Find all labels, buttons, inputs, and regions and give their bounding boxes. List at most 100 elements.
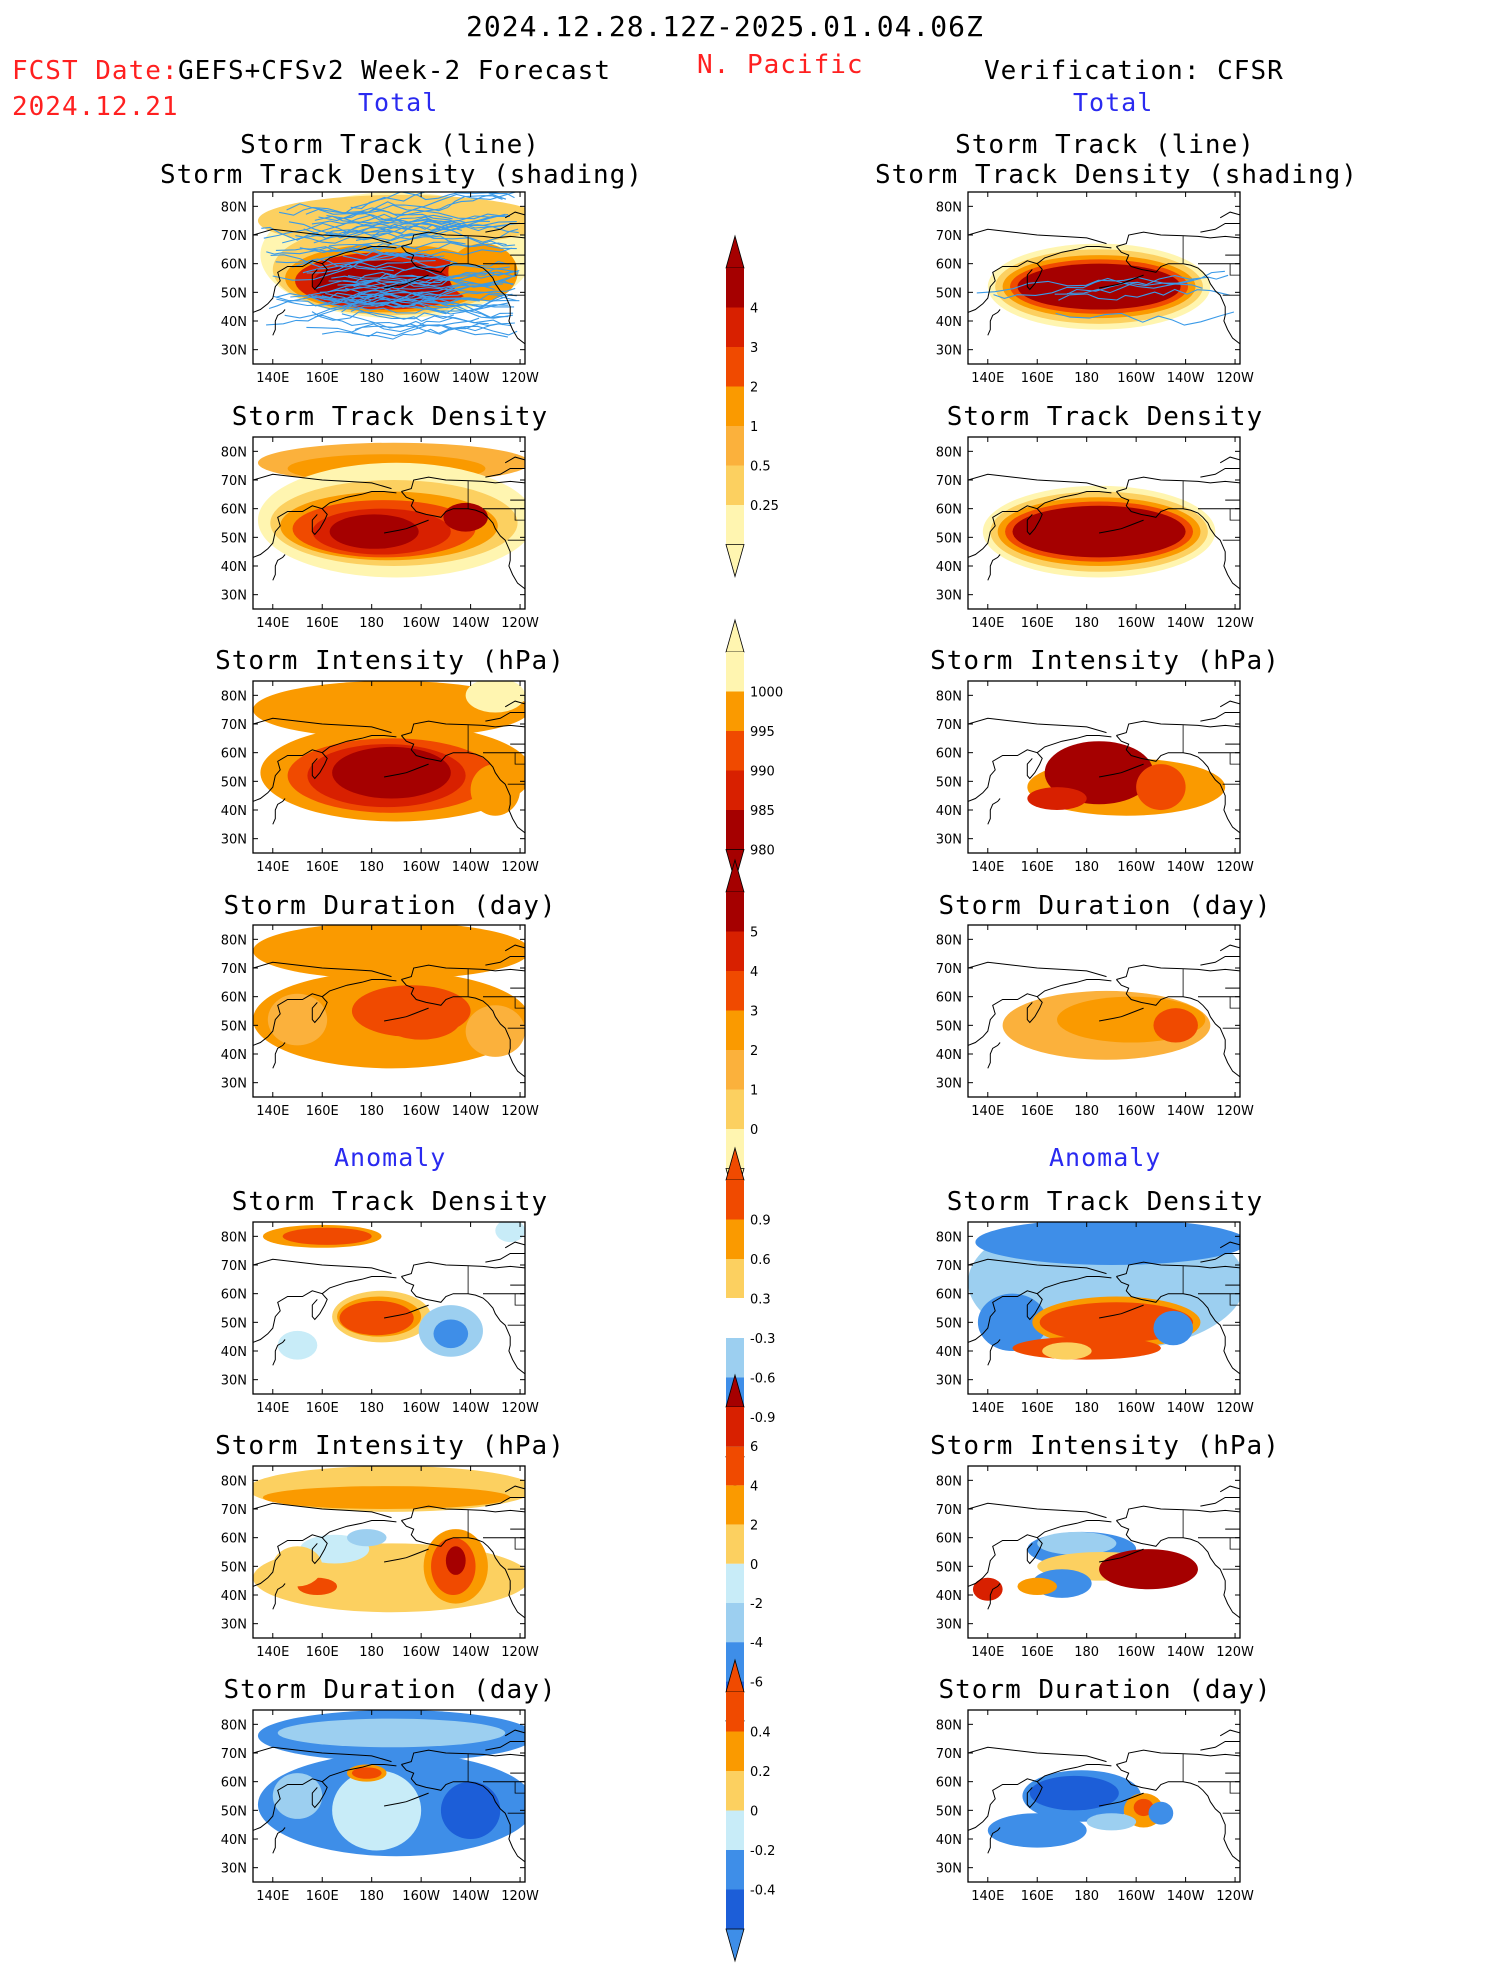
colorbar-top-arrow xyxy=(725,1658,745,1693)
colorbar-swatch xyxy=(726,1524,744,1564)
shading-region xyxy=(495,1222,525,1243)
lon-tick-label: 140W xyxy=(1167,1401,1205,1416)
lat-tick-label: 50N xyxy=(221,1804,247,1819)
lat-tick-label: 50N xyxy=(936,1019,962,1034)
shading-region xyxy=(977,1293,1048,1351)
lon-tick-label: 160E xyxy=(1021,860,1054,875)
map-svg: 80N 70N 60N 50N 40N 30N 140E 160E 180 160W 140W 120… xyxy=(936,191,1254,386)
coastline xyxy=(401,1764,525,1863)
lon-tick-label: 140E xyxy=(256,1104,289,1119)
lon-tick-label: 160E xyxy=(306,1645,339,1660)
storm-track-line xyxy=(263,214,453,239)
coastline xyxy=(384,763,429,778)
lat-tick-label: 40N xyxy=(221,804,247,819)
lat-tick-label: 70N xyxy=(221,1747,247,1762)
lat-tick-label: 70N xyxy=(221,1503,247,1518)
coastline xyxy=(968,1778,1043,1831)
shading-region xyxy=(1099,1549,1198,1590)
coastline xyxy=(1200,468,1240,478)
right-duration-title: Storm Duration (day) xyxy=(938,891,1272,921)
left-anomaly-heading: Anomaly xyxy=(334,1143,447,1172)
coastline xyxy=(401,231,525,247)
coastline xyxy=(1099,763,1144,778)
coastline xyxy=(1116,246,1240,345)
lon-tick-label: 140W xyxy=(1167,371,1205,386)
coastline xyxy=(401,979,525,1078)
colorbar-swatch xyxy=(726,691,744,731)
coastline xyxy=(1200,1741,1240,1751)
coastline xyxy=(253,1746,392,1763)
storm-track-line xyxy=(319,267,516,293)
coastline xyxy=(987,1583,1001,1610)
storm-track-line xyxy=(1058,288,1230,301)
lon-tick-label: 140E xyxy=(971,616,1004,631)
storm-track-line xyxy=(350,192,515,210)
colorbar-label: -0.6 xyxy=(750,1372,775,1387)
coastline xyxy=(1116,979,1240,1078)
right-track-title-line1: Storm Track (line) xyxy=(955,130,1255,160)
coastline xyxy=(1099,519,1144,534)
colorbar-swatch xyxy=(726,1446,744,1486)
left-duration-title: Storm Duration (day) xyxy=(223,891,557,921)
lat-tick-label: 30N xyxy=(936,833,962,848)
coastline xyxy=(384,1007,429,1022)
lon-tick-label: 140E xyxy=(256,1645,289,1660)
colorbar-swatch xyxy=(726,426,744,466)
storm-track-line xyxy=(326,266,510,293)
coastline xyxy=(1219,700,1240,708)
map-frame xyxy=(967,191,1241,365)
coastline xyxy=(968,505,1043,558)
colorbar-swatch xyxy=(726,268,744,308)
lon-tick-label: 140E xyxy=(971,1401,1004,1416)
coastline xyxy=(968,228,1107,245)
colorbar-label: 995 xyxy=(750,725,775,740)
shading-region xyxy=(277,1718,506,1748)
storm-track-line xyxy=(310,289,517,301)
lat-tick-label: 60N xyxy=(221,747,247,762)
coastline xyxy=(1036,246,1112,265)
page-title: 2024.12.28.12Z-2025.01.04.06Z xyxy=(466,10,984,43)
storm-track-line xyxy=(351,322,489,340)
storm-track-line xyxy=(309,240,516,257)
colorbar-swatch xyxy=(726,892,744,932)
coastline xyxy=(321,1764,397,1783)
shading-region xyxy=(445,1546,466,1575)
lon-tick-label: 160E xyxy=(306,1401,339,1416)
colorbar-label: 0.3 xyxy=(750,1293,771,1308)
coastline xyxy=(485,1497,525,1507)
lon-tick-label: 120W xyxy=(501,1401,539,1416)
shading-region xyxy=(351,1767,382,1779)
right-total-heading: Total xyxy=(1073,88,1154,117)
border-line xyxy=(514,1293,525,1306)
lon-tick-label: 140W xyxy=(452,371,490,386)
coastline xyxy=(1116,720,1240,736)
map-frame xyxy=(252,191,526,365)
lon-tick-label: 140W xyxy=(1167,1645,1205,1660)
colorbar-swatch xyxy=(726,931,744,971)
storm-track-line xyxy=(282,228,519,244)
coastline xyxy=(401,720,525,736)
lon-tick-label: 160W xyxy=(402,860,440,875)
storm-track-line xyxy=(1055,311,1235,326)
lat-tick-label: 80N xyxy=(221,1718,247,1733)
coastline xyxy=(253,717,392,734)
colorbar-swatch xyxy=(726,1563,744,1603)
storm-track-line xyxy=(351,269,520,299)
lon-tick-label: 140W xyxy=(452,1645,490,1660)
colorbar-swatch xyxy=(726,1771,744,1811)
storm-track-line xyxy=(328,235,466,251)
coastline xyxy=(968,1534,1043,1587)
colorbar-label: 1000 xyxy=(750,686,783,701)
map-svg: 80N 70N 60N 50N 40N 30N 140E 160E 180 160W 140W 120… xyxy=(936,680,1254,875)
lat-tick-label: 50N xyxy=(936,531,962,546)
storm-track-line xyxy=(354,323,518,336)
coastline xyxy=(384,1548,429,1563)
lat-tick-label: 80N xyxy=(936,689,962,704)
map-svg: 80N 70N 60N 50N 40N 30N 140E 160E 180 160W 140W 120… xyxy=(221,436,539,631)
colorbar-top-arrow xyxy=(725,234,745,269)
colorbar-swatch xyxy=(726,1338,744,1378)
coastline xyxy=(401,1520,525,1619)
lon-tick-label: 120W xyxy=(1216,1645,1254,1660)
coastline xyxy=(1219,1729,1240,1737)
storm-track-line xyxy=(323,283,485,305)
